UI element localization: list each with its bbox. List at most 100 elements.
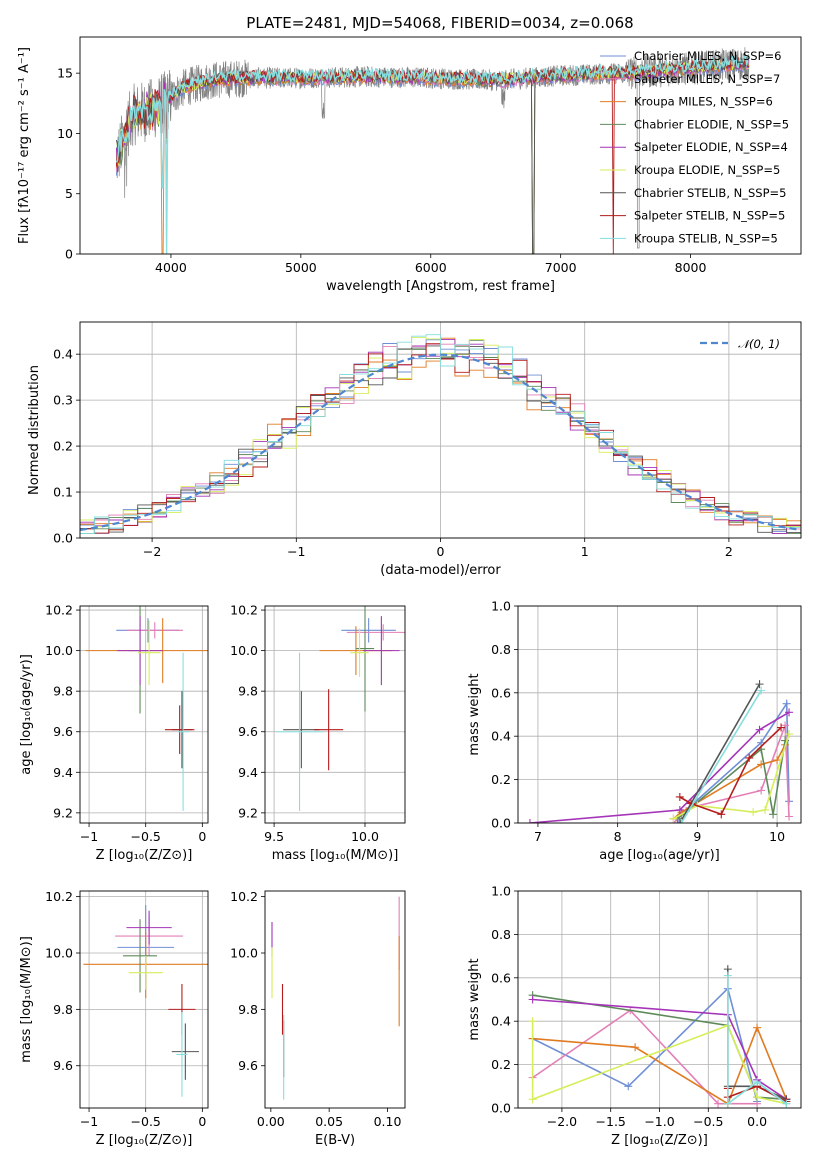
age-vs-metallicity-panel: −1 −0.5 0 9.2 9.4 9.6 9.8 10.0 10.2 Z [log₁₀(Z/Z⊙… xyxy=(19,603,209,863)
y-tick-label: 0.8 xyxy=(491,927,511,942)
legend-entry: Chabrier MILES, N_SSP=6 xyxy=(634,49,781,63)
histogram-kroupa_stelib xyxy=(80,334,801,534)
y-tick-label: 0.1 xyxy=(53,485,73,500)
model-spectrum-kroupa_stelib xyxy=(115,54,750,254)
legend-entry: Kroupa ELODIE, N_SSP=5 xyxy=(634,163,780,177)
errorbar-salpeter_stelib xyxy=(314,689,344,771)
weight-line-salpeter_miles xyxy=(532,1009,758,1105)
weight-marker xyxy=(745,753,754,762)
plot-area xyxy=(275,606,405,811)
x-tick-label: 0.0 xyxy=(747,1114,767,1129)
weight-marker xyxy=(528,1017,537,1026)
spectrum-legend: Chabrier MILES, N_SSP=6 Salpeter MILES, N… xyxy=(600,49,789,245)
weight-marker xyxy=(723,971,732,980)
x-tick-label: −0.5 xyxy=(131,1114,161,1129)
legend-entry: Kroupa MILES, N_SSP=6 xyxy=(634,95,773,109)
weight-line-kroupa_stelib xyxy=(680,690,762,823)
mass-vs-metallicity-panel: −1 −0.5 0 9.6 9.8 10.0 10.2 Z [log₁₀(Z/Z⊙)] mass… xyxy=(19,889,209,1148)
weight-marker xyxy=(528,1095,537,1104)
y-tick-label: 0.4 xyxy=(491,729,511,744)
weight-line-kroupa_stelib xyxy=(727,975,787,1106)
errorbar-kroupa_elodie xyxy=(137,620,161,686)
y-tick-label: 0.2 xyxy=(491,1057,511,1072)
x-axis-label: mass [log₁₀(M/M⊙)] xyxy=(272,848,399,863)
y-tick-label: 10.2 xyxy=(230,603,258,618)
axes-frame xyxy=(517,605,802,824)
weight-marker xyxy=(677,819,686,823)
legend-entry: 𝒩(0, 1) xyxy=(738,337,780,351)
x-tick-label: 7000 xyxy=(545,260,577,275)
y-tick-label: 10.2 xyxy=(45,889,73,904)
weight-marker xyxy=(669,814,678,823)
plot-area xyxy=(115,47,750,254)
weight-marker xyxy=(675,792,684,801)
y-tick-label: 0.4 xyxy=(53,347,73,362)
x-tick-label: −1 xyxy=(287,544,305,559)
x-tick-label: 8 xyxy=(614,829,622,844)
x-tick-label: −1.0 xyxy=(644,1114,674,1129)
x-tick-label: −1 xyxy=(80,829,98,844)
y-tick-label: 10.0 xyxy=(230,946,258,961)
histogram-chabrier_elodie xyxy=(80,339,801,534)
weight-marker xyxy=(785,708,794,717)
x-tick-label: 7 xyxy=(534,829,542,844)
legend-entry: Salpeter MILES, N_SSP=7 xyxy=(634,72,780,86)
legend-entry: Salpeter STELIB, N_SSP=5 xyxy=(634,209,785,223)
weight-marker xyxy=(785,730,794,739)
x-axis-label: (data-model)/error xyxy=(380,563,501,578)
x-tick-label: 10 xyxy=(769,829,785,844)
y-tick-label: 9.6 xyxy=(238,724,258,739)
axes-frame xyxy=(79,321,802,539)
weight-marker xyxy=(761,805,770,814)
weight-marker xyxy=(753,1023,762,1032)
y-tick-label: 10.0 xyxy=(45,946,73,961)
weight-marker xyxy=(528,995,537,1004)
errorbar-chabrier_stelib xyxy=(171,1023,199,1080)
errorbar-chabrier_stelib xyxy=(283,691,320,769)
errorbar-kroupa_stelib xyxy=(176,1012,188,1097)
plot-area xyxy=(271,896,400,1100)
axes-frame xyxy=(79,890,209,1109)
y-tick-label: 9.8 xyxy=(53,1002,73,1017)
y-tick-label: 0.6 xyxy=(491,970,511,985)
x-tick-label: 5000 xyxy=(285,260,317,275)
x-axis-label: E(B-V) xyxy=(315,1133,355,1148)
y-tick-label: 10.2 xyxy=(45,603,73,618)
x-tick-label: 6000 xyxy=(415,260,447,275)
weight-line-salpeter_elodie xyxy=(529,711,790,823)
x-axis-label: Z [log₁₀(Z/Z⊙)] xyxy=(611,1133,708,1148)
legend-entry: Salpeter ELODIE, N_SSP=4 xyxy=(634,140,788,154)
y-axis-label: age [log₁₀(age/yr)] xyxy=(19,654,34,775)
x-tick-label: −0.5 xyxy=(693,1114,723,1129)
y-tick-label: 5 xyxy=(65,186,73,201)
plot-area xyxy=(85,606,208,811)
x-tick-label: 9.5 xyxy=(264,829,284,844)
weight-marker xyxy=(777,723,786,732)
spectrum-panel: 4000 5000 6000 7000 8000 0 5 10 15 wavelength [An… xyxy=(17,36,802,294)
axes-frame xyxy=(79,36,802,255)
x-tick-label: 0 xyxy=(437,544,445,559)
x-axis-label: Z [log₁₀(Z/Z⊙)] xyxy=(96,848,193,863)
y-axis-label: Normed distribution xyxy=(27,365,42,495)
gaussian-curve xyxy=(80,353,801,531)
age-vs-mass-panel: 9.5 10.0 9.2 9.4 9.6 9.8 10.0 10.2 mass [log₁₀(M… xyxy=(230,603,406,863)
weight-marker xyxy=(785,812,794,821)
errorbar-kroupa_stelib xyxy=(275,652,324,811)
errorbar-salpeter_miles xyxy=(346,624,405,641)
x-tick-label: 0.10 xyxy=(374,1114,402,1129)
weight-marker xyxy=(631,1043,640,1052)
weight-marker xyxy=(757,786,766,795)
errorbar-chabrier_elodie xyxy=(355,606,375,712)
y-axis-label: mass weight xyxy=(467,958,482,1040)
x-tick-label: 0 xyxy=(198,829,206,844)
y-tick-label: 1.0 xyxy=(491,599,511,614)
x-axis-label: wavelength [Angstrom, rest frame] xyxy=(326,279,555,294)
weight-marker xyxy=(749,808,758,817)
y-tick-label: 0.0 xyxy=(491,1101,511,1116)
legend-entry: Kroupa STELIB, N_SSP=5 xyxy=(634,231,778,245)
y-tick-label: 0 xyxy=(65,247,73,262)
spectrum-title: PLATE=2481, MJD=54068, FIBERID=0034, z=0… xyxy=(246,14,633,32)
axes-frame xyxy=(264,605,406,824)
weight-marker xyxy=(782,699,791,708)
